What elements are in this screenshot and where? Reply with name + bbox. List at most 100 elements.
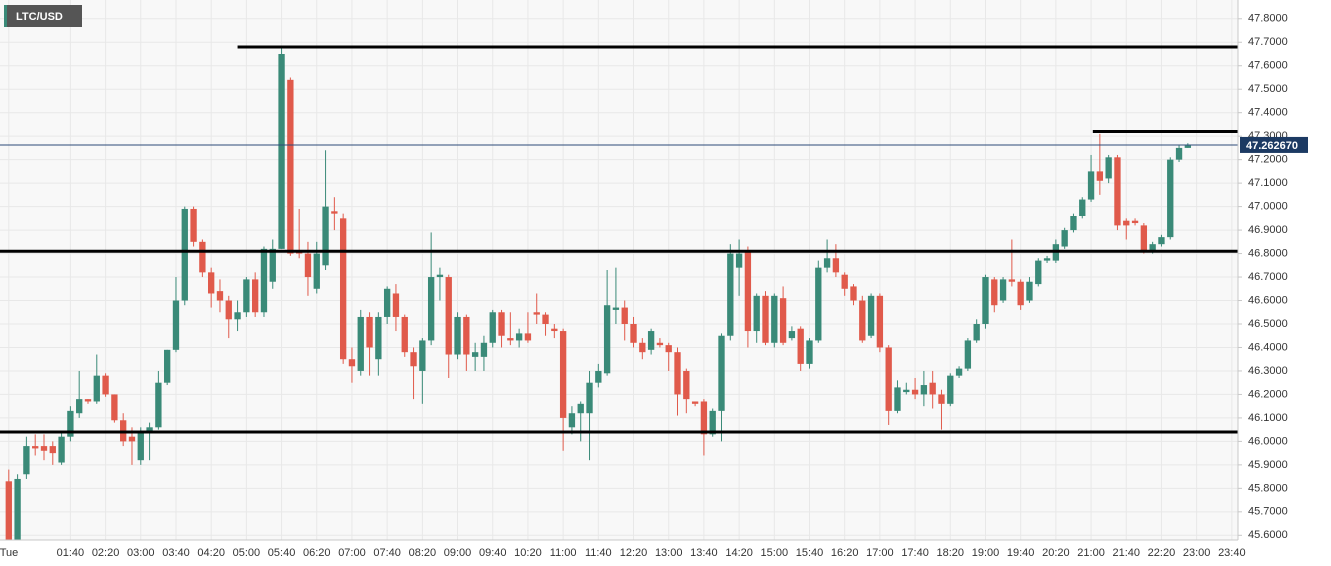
y-tick-label: 46.4000 (1248, 341, 1288, 353)
candle-body (612, 307, 620, 310)
candle-body (357, 316, 364, 371)
x-tick-label: 11:00 (550, 547, 577, 559)
candle-body (815, 267, 822, 341)
candle-body (58, 436, 65, 463)
candle-body (656, 342, 664, 346)
candle-body (894, 387, 901, 411)
candle-body (515, 333, 523, 341)
x-tick-label: 04:20 (197, 547, 225, 559)
candle-body (1087, 171, 1095, 200)
x-tick-label: 13:00 (655, 547, 683, 559)
candle-body (427, 277, 435, 341)
candle-body (885, 347, 892, 411)
candle-body (788, 331, 796, 339)
candle-body (322, 206, 329, 266)
x-tick-label: 23:40 (1218, 547, 1246, 559)
candle-body (76, 399, 83, 414)
candle-body (568, 413, 576, 428)
candle-body (251, 279, 259, 313)
x-tick-label: 18:20 (937, 547, 965, 559)
y-tick-label: 47.5000 (1248, 83, 1288, 95)
candle-body (348, 359, 356, 367)
candle-body (1026, 281, 1033, 301)
candle-body (1114, 157, 1121, 226)
candle-body (577, 403, 584, 414)
candle-body (823, 258, 831, 268)
candle-body (111, 394, 118, 421)
candle-body (93, 375, 100, 402)
candle-body (5, 481, 12, 540)
candle-body (630, 324, 637, 343)
y-tick-label: 47.7000 (1248, 36, 1288, 48)
candle-body (366, 316, 373, 348)
y-tick-label: 46.6000 (1248, 294, 1288, 306)
candle-body (1017, 281, 1024, 306)
y-tick-label: 47.2000 (1248, 154, 1288, 166)
candle-body (947, 375, 954, 404)
y-tick-label: 47.6000 (1248, 60, 1288, 72)
candle-body (551, 328, 558, 332)
candle-body (1061, 230, 1068, 247)
candle-body (938, 394, 945, 404)
candle-body (1175, 147, 1183, 160)
candle-body (876, 295, 884, 348)
candle-body (920, 385, 928, 395)
x-tick-label: 08:20 (409, 547, 437, 559)
candle-body (463, 316, 470, 355)
candle-body (102, 375, 109, 395)
x-tick-label: 05:40 (268, 547, 296, 559)
candle-body (647, 331, 655, 350)
last-price-box (1240, 136, 1308, 153)
candles (5, 46, 1192, 540)
candle-body (67, 410, 74, 437)
candle-body (683, 370, 690, 400)
candle-body (691, 401, 699, 404)
candle-body (164, 349, 171, 383)
candle-body (419, 340, 426, 371)
candle-body (1008, 279, 1016, 282)
candle-body (850, 286, 857, 301)
candle-body (700, 401, 708, 435)
y-tick-label: 46.8000 (1248, 247, 1288, 259)
candle-body (524, 333, 532, 341)
candle-body (243, 279, 250, 313)
candle-body (559, 331, 567, 418)
x-tick-label: 05:00 (233, 547, 261, 559)
candle-body (991, 279, 998, 306)
levels (0, 45, 1238, 434)
y-tick-label: 47.1000 (1248, 177, 1288, 189)
candle-body (1070, 216, 1077, 231)
candle-body (234, 312, 241, 320)
y-tick-label: 46.5000 (1248, 318, 1288, 330)
candle-body (375, 316, 382, 360)
x-tick-label: 16:20 (831, 547, 859, 559)
candle-body (1158, 237, 1165, 245)
candle-body (278, 54, 285, 249)
candle-body (225, 300, 232, 320)
title-box (4, 5, 82, 27)
x-tick-label: 12:20 (620, 547, 648, 559)
candle-body (1079, 199, 1086, 216)
candle-body (621, 307, 628, 324)
candle-body (471, 352, 479, 357)
candle-body (32, 446, 39, 449)
x-tick-label: 21:40 (1112, 547, 1140, 559)
candle-body (331, 211, 338, 214)
candle-body (1131, 220, 1139, 224)
candle-body (445, 277, 452, 355)
candle-body (339, 218, 347, 360)
candle-body (771, 295, 778, 343)
x-tick-label: 17:00 (866, 547, 894, 559)
candle-body (49, 446, 56, 454)
candle-body (23, 446, 30, 475)
x-tick-label: 07:00 (338, 547, 366, 559)
candle-body (542, 314, 549, 324)
candle-body (1096, 171, 1104, 181)
candle-body (1140, 225, 1148, 252)
candle-body (859, 300, 866, 341)
candle-body (128, 436, 136, 442)
candle-body (718, 335, 725, 411)
candle-body (507, 338, 514, 341)
candle-body (964, 340, 972, 369)
